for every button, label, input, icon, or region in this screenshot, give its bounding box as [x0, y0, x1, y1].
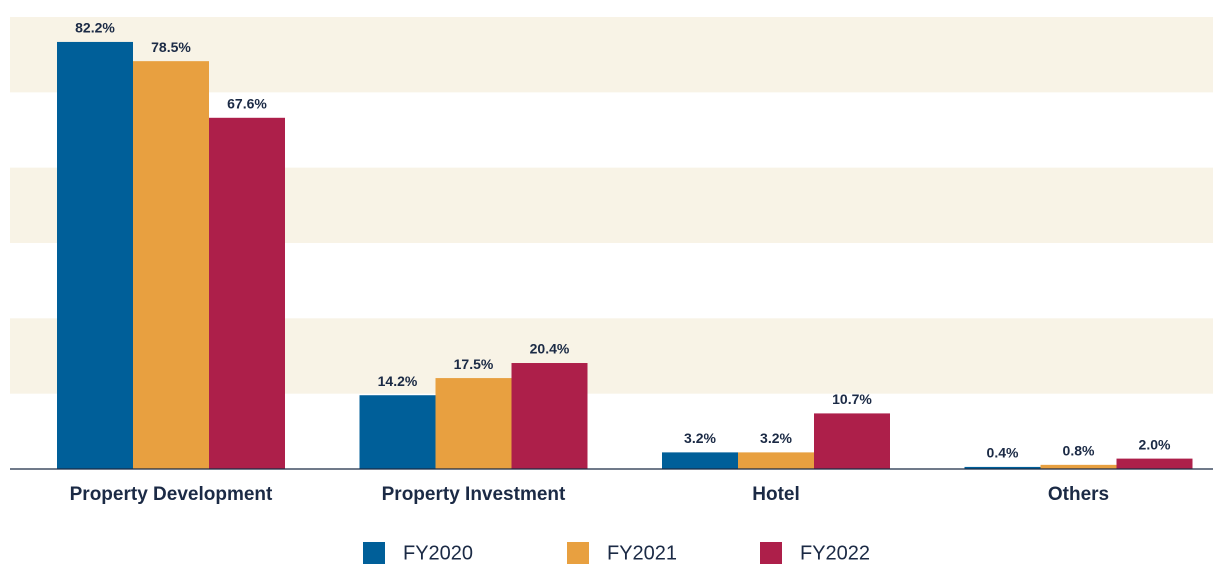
value-label: 14.2% [378, 373, 418, 389]
value-label: 2.0% [1139, 436, 1171, 452]
legend-label: FY2022 [800, 542, 870, 564]
bar [738, 452, 814, 469]
bar [1116, 458, 1193, 469]
legend-swatch [567, 542, 589, 564]
x-tick-label: Property Investment [382, 484, 566, 505]
value-label: 0.8% [1063, 443, 1095, 459]
x-tick-label: Hotel [752, 484, 800, 505]
bar [209, 117, 285, 469]
x-tick-label: Property Development [70, 484, 273, 505]
bar [814, 413, 890, 469]
legend-swatch [363, 542, 385, 564]
bar [1040, 464, 1117, 469]
value-label: 82.2% [75, 20, 115, 36]
bar [57, 41, 133, 470]
bar [359, 395, 436, 469]
bar [133, 61, 209, 469]
value-label: 0.4% [987, 445, 1019, 461]
value-label: 3.2% [684, 430, 716, 446]
grid-band [10, 17, 1213, 93]
x-tick-label: Others [1048, 484, 1109, 505]
value-label: 67.6% [227, 95, 267, 111]
value-label: 78.5% [151, 39, 191, 55]
bar [435, 378, 512, 469]
value-label: 10.7% [832, 391, 872, 407]
legend-label: FY2020 [403, 542, 473, 564]
legend-label: FY2021 [607, 542, 677, 564]
value-label: 20.4% [530, 341, 570, 357]
value-label: 17.5% [454, 356, 494, 372]
legend-swatch [760, 542, 782, 564]
bar [964, 466, 1041, 469]
bar [662, 452, 738, 469]
bar [511, 363, 588, 469]
value-label: 3.2% [760, 430, 792, 446]
